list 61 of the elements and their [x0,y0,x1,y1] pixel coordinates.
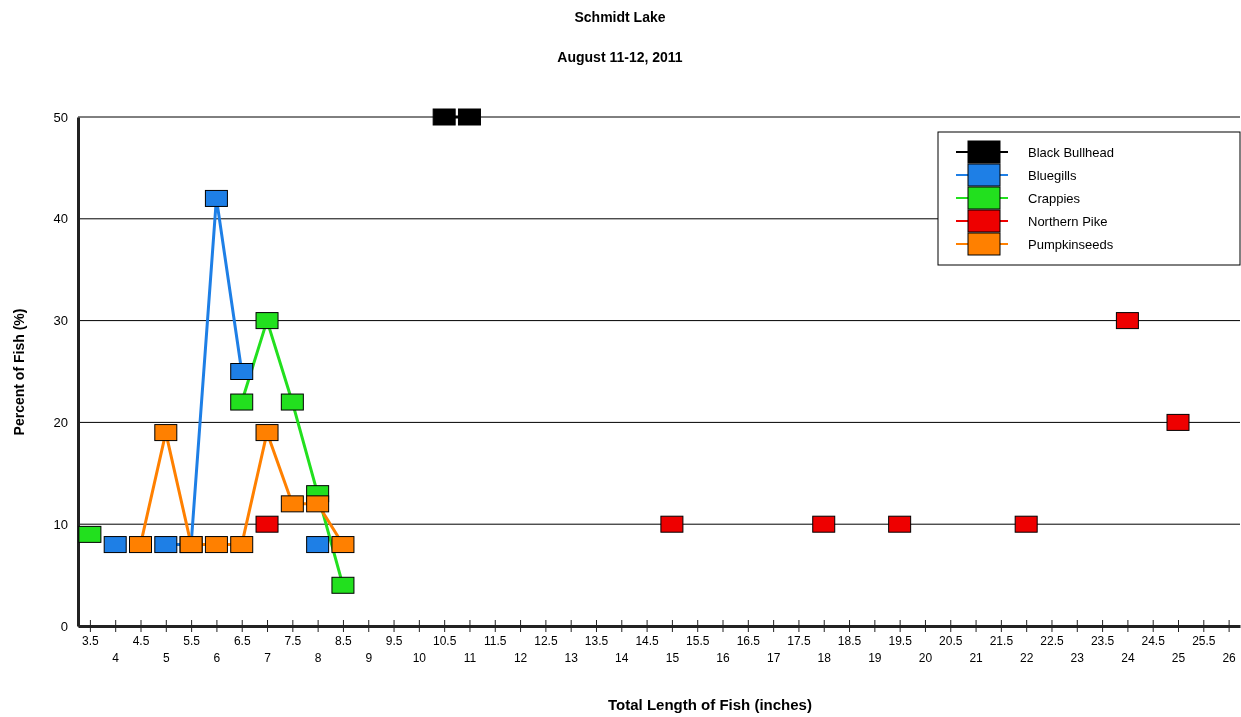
x-axis-title: Total Length of Fish (inches) [608,696,812,713]
x-tick-label: 11.5 [484,633,507,648]
x-tick-label: 25 [1171,651,1186,666]
legend-label: Black Bullhead [1028,145,1114,160]
x-tick-label: 24.5 [1141,633,1166,648]
x-tick-label: 20.5 [939,633,963,648]
x-tick-label: 13 [564,651,579,666]
x-tick-label: 24 [1121,651,1135,666]
x-tick-label: 21 [969,651,984,666]
x-tick-label: 21.5 [989,633,1014,648]
chart-subtitle: August 11-12, 2011 [557,49,683,65]
x-tick-label: 8.5 [335,633,353,648]
x-tick-label: 4.5 [132,633,150,648]
x-tick-label: 26 [1222,651,1237,666]
x-tick-label: 6.5 [233,633,251,648]
x-tick-label: 10 [412,651,427,666]
x-tick-label: 7.5 [284,633,302,648]
x-tick-label: 6 [213,651,221,666]
y-tick-label: 50 [53,109,68,125]
x-tick-label: 16.5 [736,633,761,648]
x-tick-label: 11 [463,651,477,666]
legend-label: Crappies [1028,191,1081,206]
x-tick-label: 13.5 [584,633,609,648]
x-tick-label: 9.5 [385,633,403,648]
x-tick-label: 12.5 [534,633,558,648]
legend-label: Northern Pike [1028,214,1108,229]
x-tick-label: 22.5 [1040,633,1064,648]
x-tick-label: 9 [365,651,373,666]
x-tick-label: 14.5 [635,633,660,648]
x-tick-label: 16 [716,651,731,666]
x-tick-label: 25.5 [1192,633,1216,648]
x-tick-label: 8 [314,651,322,666]
x-tick-label: 19.5 [888,633,913,648]
x-tick-label: 3.5 [82,633,100,648]
y-tick-label: 10 [53,516,68,532]
legend-label: Pumpkinseeds [1028,237,1114,252]
x-tick-label: 7 [264,651,272,666]
x-tick-label: 17.5 [787,633,811,648]
x-tick-label: 23 [1070,651,1085,666]
x-tick-label: 18 [817,651,832,666]
x-tick-label: 19 [868,651,882,666]
x-tick-label: 20 [918,651,933,666]
legend-label: Bluegills [1028,168,1077,183]
y-axis-title: Percent of Fish (%) [11,308,27,436]
x-tick-label: 5.5 [183,633,201,648]
x-tick-label: 23.5 [1090,633,1115,648]
x-tick-label: 14 [615,651,629,666]
y-tick-label: 0 [60,618,68,634]
y-tick-label: 40 [53,211,68,227]
x-tick-label: 22 [1019,651,1034,666]
x-tick-label: 12 [513,651,528,666]
y-tick-label: 30 [53,313,68,329]
y-tick-label: 20 [53,415,68,431]
x-tick-label: 15 [665,651,680,666]
chart-title: Schmidt Lake [574,9,666,25]
x-tick-label: 4 [112,651,120,666]
x-tick-label: 10.5 [432,633,457,648]
x-tick-label: 15.5 [686,633,710,648]
x-tick-label: 18.5 [837,633,862,648]
x-tick-label: 17 [766,651,781,666]
x-tick-label: 5 [162,651,170,666]
